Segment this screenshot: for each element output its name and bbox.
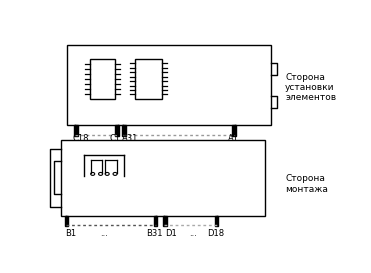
Bar xyxy=(65,216,68,226)
Bar xyxy=(74,125,78,136)
Text: D18: D18 xyxy=(207,229,224,238)
Text: C1: C1 xyxy=(109,134,120,143)
Bar xyxy=(66,45,271,125)
Text: A1: A1 xyxy=(228,134,239,143)
Text: ...: ... xyxy=(175,134,183,143)
Text: Сторона
монтажа: Сторона монтажа xyxy=(285,174,328,194)
Bar xyxy=(135,59,162,99)
Bar xyxy=(232,125,236,136)
Bar xyxy=(215,216,219,226)
Text: B1: B1 xyxy=(65,229,76,238)
Bar xyxy=(115,125,119,136)
Text: C18: C18 xyxy=(72,134,89,143)
Text: Сторона
установки
элементов: Сторона установки элементов xyxy=(285,73,336,102)
Text: ...: ... xyxy=(100,229,108,238)
Bar xyxy=(163,216,167,226)
Text: ...: ... xyxy=(93,134,102,143)
Bar xyxy=(122,125,126,136)
Text: ...: ... xyxy=(189,229,197,238)
Text: A31: A31 xyxy=(122,134,138,143)
Bar xyxy=(61,140,265,216)
Text: D1: D1 xyxy=(165,229,177,238)
Text: B31: B31 xyxy=(146,229,162,238)
Bar xyxy=(154,216,157,226)
Bar xyxy=(90,59,115,99)
